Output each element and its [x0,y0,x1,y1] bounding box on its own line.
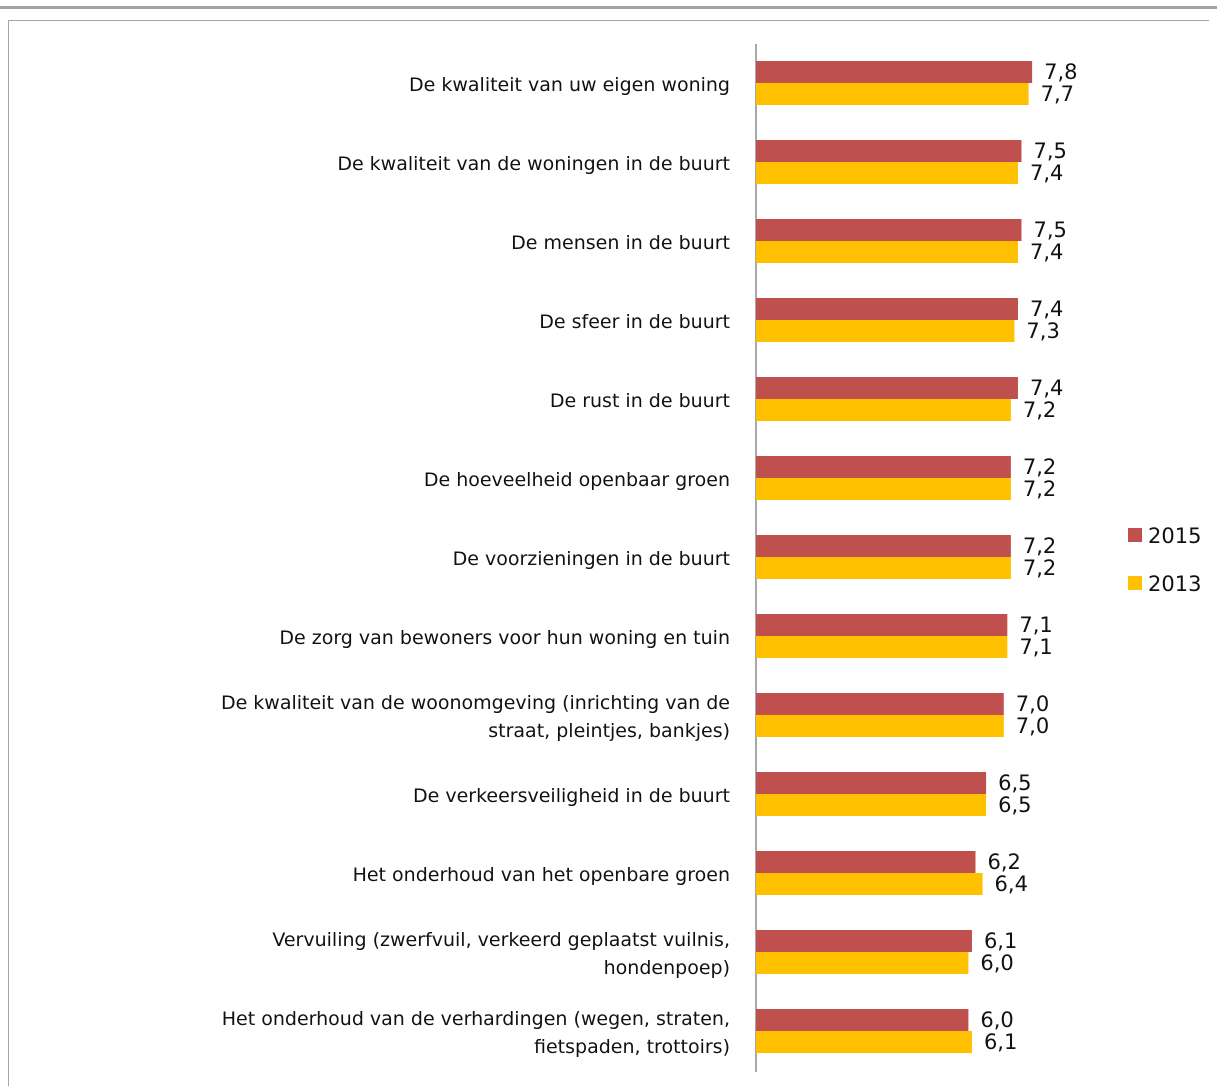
category-label: De kwaliteit van uw eigen woning [409,74,730,96]
bar-2013 [756,162,1018,184]
bar-2015 [756,1009,969,1031]
bar-2013 [756,478,1011,500]
bar-2015 [756,456,1011,478]
category-label: De mensen in de buurt [511,232,730,254]
data-label-2013: 7,4 [1030,161,1063,185]
bar-2015 [756,140,1022,162]
data-label-2013: 7,3 [1026,319,1059,343]
bar-2015 [756,772,987,794]
category-label: De kwaliteit van de woonomgeving (inrich… [221,692,730,742]
category-label: De rust in de buurt [550,390,730,412]
data-label-2015: 6,2 [987,850,1020,874]
bar-2013 [756,1031,972,1053]
bar-2015 [756,535,1011,557]
data-label-2015: 6,0 [980,1008,1013,1032]
top-rule [0,6,1217,9]
legend-label-2015: 2015 [1148,524,1201,548]
category-label: De zorg van bewoners voor hun woning en … [279,627,730,649]
data-label-2013: 7,4 [1030,240,1063,264]
bar-2013 [756,952,969,974]
bar-2013 [756,83,1029,105]
data-label-2013: 7,2 [1023,477,1056,501]
bar-2013 [756,320,1015,342]
data-label-2013: 6,5 [998,793,1031,817]
bar-2013 [756,794,987,816]
category-label: De kwaliteit van de woningen in de buurt [337,153,730,175]
data-label-2013: 7,2 [1023,556,1056,580]
data-label-2015: 7,4 [1030,297,1063,321]
chart-frame [8,20,1209,1086]
data-label-2013: 7,7 [1041,82,1074,106]
data-label-2015: 7,1 [1019,613,1052,637]
category-label: De hoeveelheid openbaar groen [424,469,730,491]
category-label: De verkeersveiligheid in de buurt [413,785,730,807]
data-label-2015: 7,2 [1023,455,1056,479]
data-label-2015: 7,2 [1023,534,1056,558]
bar-2013 [756,399,1011,421]
legend-swatch-2013 [1128,576,1142,590]
bar-2015 [756,614,1008,636]
data-label-2013: 6,1 [984,1030,1017,1054]
data-label-2015: 7,5 [1034,218,1067,242]
data-label-2015: 7,5 [1034,139,1067,163]
category-label: Vervuiling (zwerfvuil, verkeerd geplaats… [272,929,730,979]
legend-swatch-2015 [1128,528,1142,542]
bar-2015 [756,377,1018,399]
bar-2013 [756,715,1004,737]
bar-2015 [756,219,1022,241]
data-label-2013: 6,0 [980,951,1013,975]
bar-2013 [756,873,983,895]
bar-2013 [756,241,1018,263]
data-label-2013: 7,2 [1023,398,1056,422]
data-label-2015: 6,5 [998,771,1031,795]
category-label: Het onderhoud van de verhardingen (wegen… [222,1008,730,1058]
bar-2015 [756,298,1018,320]
bar-2015 [756,61,1033,83]
data-label-2013: 6,4 [995,872,1028,896]
legend-label-2013: 2013 [1148,572,1201,596]
data-label-2013: 7,0 [1016,714,1049,738]
bar-2015 [756,851,976,873]
category-label: De sfeer in de buurt [539,311,730,333]
data-label-2015: 7,0 [1016,692,1049,716]
bar-2013 [756,557,1011,579]
bar-2015 [756,930,972,952]
bar-2015 [756,693,1004,715]
data-label-2015: 7,4 [1030,376,1063,400]
data-label-2015: 7,8 [1044,60,1077,84]
category-label: De voorzieningen in de buurt [453,548,730,570]
data-label-2015: 6,1 [984,929,1017,953]
category-label: Het onderhoud van het openbare groen [353,864,730,886]
data-label-2013: 7,1 [1019,635,1052,659]
bar-2013 [756,636,1008,658]
